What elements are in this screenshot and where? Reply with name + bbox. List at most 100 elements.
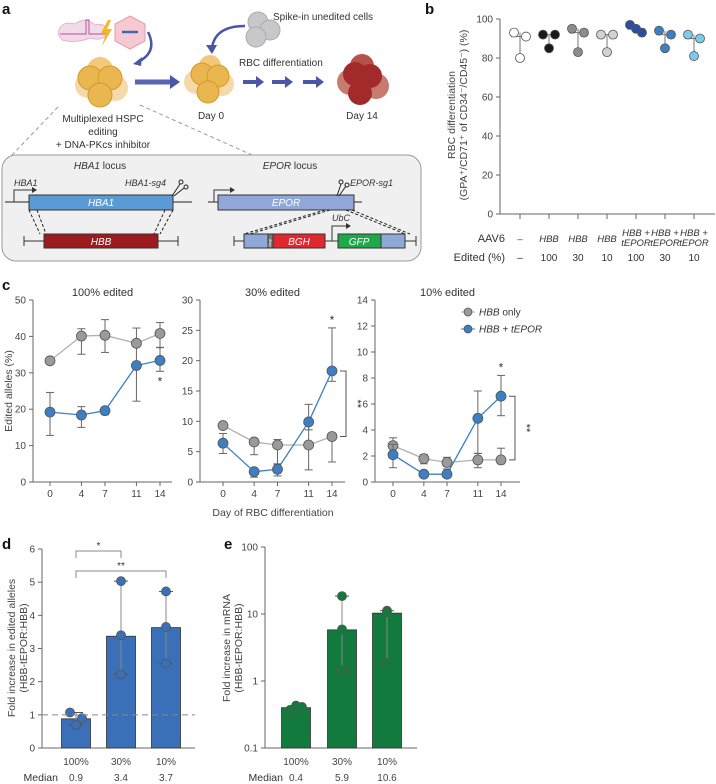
zoom-line [139,104,253,156]
significance-marker: * [330,313,335,327]
group-4: HBB +tEPOR 100 [621,19,651,264]
x-tick-label: 100% [283,757,309,768]
y-tick-label: 0 [29,744,35,755]
chart-b-rbc-differentiation: 0 20 40 60 80 100 RBC differentiation (GPA⁺/CD7… [446,15,715,264]
y-tick-label: 30 [15,368,27,379]
arrow-head [346,223,351,229]
panel-label-a: a [2,1,11,18]
data-point [579,27,589,38]
data-point [382,658,392,668]
y-tick-label: 6 [29,545,35,556]
data-point [248,466,260,478]
data-point [161,622,171,632]
data-point [382,607,392,618]
median-value: 10.6 [377,773,397,784]
epor-gene-box [217,194,355,211]
row-label-aav6: AAV6 [478,233,505,245]
y-tick-label: 10 [15,441,27,452]
data-point [441,457,453,468]
arrow-head [170,75,180,89]
data-point [303,416,315,428]
arrow-head [133,57,142,66]
y-tick-label: 5 [29,578,35,589]
panel-label-b: b [425,1,434,18]
y-tick-label: 10 [357,348,369,359]
group-0: –– [509,27,531,264]
y-tick-label: 1 [29,710,35,721]
data-point [116,630,126,641]
significance-marker: * [158,374,163,388]
y-axis-label: Fold increase in edited alleles [6,579,18,717]
series-hbb-only [44,319,166,367]
data-point [472,412,484,424]
y-tick-label: 3 [29,644,35,655]
edited-label: 10 [601,253,613,264]
differentiation-arrows [243,76,324,88]
aav6-label: HBB + [680,228,708,239]
data-point [76,330,87,342]
legend-label: HBB only [479,308,521,319]
y-axis-label: (HBB-tEPOR:HBB) [18,603,30,692]
arrow-head [206,45,217,54]
promoter-arrow-icon [213,189,232,202]
data-point [596,29,606,40]
data-point [666,29,676,40]
subplot-title: 10% edited [420,287,475,299]
promoter-arrow-icon [13,189,34,202]
hba1-locus-title: HBA1 locus [74,161,126,172]
median-value: 3.4 [114,773,128,784]
x-tick-label: 11 [131,489,142,500]
data-point [509,27,519,38]
data-point [326,431,338,442]
data-point [303,439,315,451]
y-tick-label: 100 [476,15,493,26]
data-point [418,468,430,480]
data-point [272,463,283,475]
data-point [683,29,693,40]
y-tick-label: 20 [182,356,194,367]
epor-homology-arm-right [380,233,406,249]
gfp-label: GFP [349,237,370,248]
data-point [71,719,81,730]
x-tick-label: 4 [251,489,257,500]
hba1-promoter-label: HBA1 [14,178,38,188]
ubc-label: UbC [332,213,351,223]
bar-group-0: 100% 0.9 [61,707,91,784]
aav6-label: HBB [597,234,617,245]
hba1-gene-label: HBA1 [88,198,114,209]
median-row-label: Median [24,772,59,784]
zoom-line [11,106,59,156]
y-tick-label: 2 [362,452,368,463]
aav6-label: – [517,234,523,245]
data-point [337,591,347,601]
y-tick-label: 1 [252,677,258,688]
y-axis-label: RBC differentiation [446,71,458,159]
data-point [495,454,507,466]
legend-label-rest: only [500,308,521,319]
day14-rbc-cluster-icon [337,54,389,105]
y-tick-label: 100 [241,543,258,554]
group-3: HBB 10 [596,29,618,264]
y-tick-label: 0 [187,478,193,489]
data-point [608,29,618,40]
edited-label: – [517,253,523,264]
editing-label-line2: editing [88,127,117,138]
homology-lines [243,209,411,235]
bar-group-1: 30%5.9 [327,591,357,784]
aav6-label: HBB [539,234,559,245]
aav6-label: HBB + [622,228,650,239]
data-point [76,409,87,421]
panel-label-d: d [2,536,11,553]
y-axis-label: Edited alleles (%) [3,350,15,432]
subplot-title: 100% edited [72,287,133,299]
significance-marker: ** [351,399,363,408]
data-point [248,436,260,448]
group-1: HBB 100 [538,29,560,264]
edited-label: 30 [572,253,584,264]
edited-label: 100 [541,253,558,264]
data-point [65,707,75,718]
data-point [463,307,473,317]
y-tick-label: 25 [182,326,194,337]
x-tick-label: 14 [326,489,338,500]
